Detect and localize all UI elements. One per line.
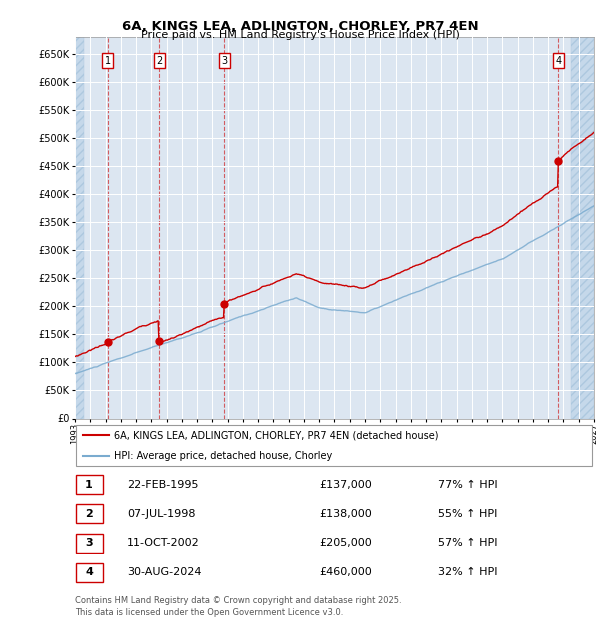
Text: 1: 1 bbox=[85, 480, 93, 490]
Text: 6A, KINGS LEA, ADLINGTON, CHORLEY, PR7 4EN: 6A, KINGS LEA, ADLINGTON, CHORLEY, PR7 4… bbox=[122, 20, 478, 33]
FancyBboxPatch shape bbox=[76, 425, 592, 466]
Text: 30-AUG-2024: 30-AUG-2024 bbox=[127, 567, 202, 577]
Text: Contains HM Land Registry data © Crown copyright and database right 2025.
This d: Contains HM Land Registry data © Crown c… bbox=[75, 596, 401, 617]
Text: £205,000: £205,000 bbox=[319, 538, 371, 548]
Text: 77% ↑ HPI: 77% ↑ HPI bbox=[438, 480, 498, 490]
Text: 11-OCT-2002: 11-OCT-2002 bbox=[127, 538, 200, 548]
FancyBboxPatch shape bbox=[76, 476, 103, 494]
Text: 1: 1 bbox=[104, 56, 111, 66]
Text: £138,000: £138,000 bbox=[319, 509, 371, 519]
Text: 07-JUL-1998: 07-JUL-1998 bbox=[127, 509, 196, 519]
Bar bbox=[571, 26, 594, 418]
FancyBboxPatch shape bbox=[76, 563, 103, 582]
Text: 55% ↑ HPI: 55% ↑ HPI bbox=[438, 509, 497, 519]
Text: 32% ↑ HPI: 32% ↑ HPI bbox=[438, 567, 498, 577]
Text: 2: 2 bbox=[85, 509, 93, 519]
Bar bbox=[75, 26, 84, 418]
Bar bbox=[75, 26, 84, 418]
FancyBboxPatch shape bbox=[76, 505, 103, 523]
Text: 3: 3 bbox=[85, 538, 93, 548]
Text: 3: 3 bbox=[221, 56, 227, 66]
Text: 22-FEB-1995: 22-FEB-1995 bbox=[127, 480, 199, 490]
Text: Price paid vs. HM Land Registry's House Price Index (HPI): Price paid vs. HM Land Registry's House … bbox=[140, 30, 460, 40]
Text: 4: 4 bbox=[555, 56, 562, 66]
Text: £460,000: £460,000 bbox=[319, 567, 371, 577]
Text: 57% ↑ HPI: 57% ↑ HPI bbox=[438, 538, 498, 548]
FancyBboxPatch shape bbox=[76, 534, 103, 552]
Text: 6A, KINGS LEA, ADLINGTON, CHORLEY, PR7 4EN (detached house): 6A, KINGS LEA, ADLINGTON, CHORLEY, PR7 4… bbox=[114, 430, 439, 440]
Text: HPI: Average price, detached house, Chorley: HPI: Average price, detached house, Chor… bbox=[114, 451, 332, 461]
Text: 4: 4 bbox=[85, 567, 93, 577]
Text: £137,000: £137,000 bbox=[319, 480, 371, 490]
Bar bbox=[571, 26, 594, 418]
Text: 2: 2 bbox=[156, 56, 163, 66]
